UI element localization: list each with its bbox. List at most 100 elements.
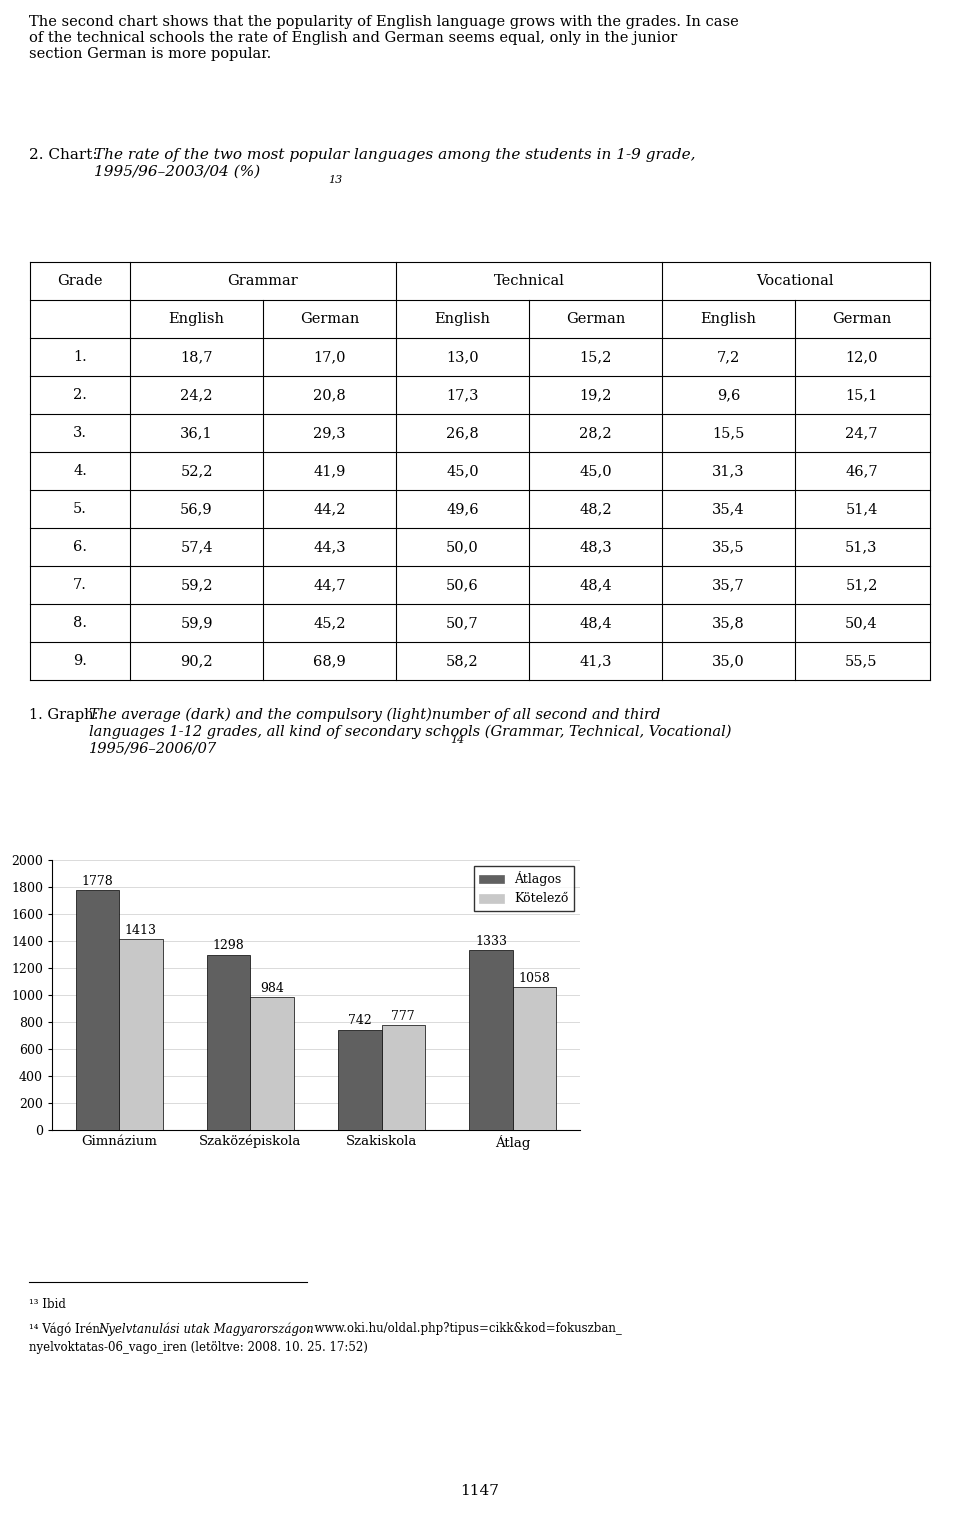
Text: 26,8: 26,8: [446, 427, 479, 440]
Text: German: German: [300, 313, 359, 326]
Text: 3.: 3.: [73, 427, 87, 440]
Text: 52,2: 52,2: [180, 465, 213, 478]
Text: 51,4: 51,4: [846, 502, 877, 516]
Text: 35,5: 35,5: [712, 540, 745, 554]
Text: 5.: 5.: [73, 502, 87, 516]
Text: 1778: 1778: [82, 874, 113, 888]
Text: 1333: 1333: [475, 935, 507, 947]
Text: 35,7: 35,7: [712, 578, 745, 592]
Bar: [251, 997, 294, 1129]
Text: Grade: Grade: [58, 275, 103, 288]
Text: 55,5: 55,5: [845, 654, 877, 668]
Text: 35,8: 35,8: [712, 616, 745, 630]
Text: The rate of the two most popular languages among the students in 1-9 grade,
1995: The rate of the two most popular languag…: [94, 147, 696, 178]
Text: 18,7: 18,7: [180, 351, 213, 364]
Text: The average (dark) and the compulsory (light)number of all second and third
lang: The average (dark) and the compulsory (l…: [89, 707, 732, 756]
Text: 41,3: 41,3: [579, 654, 612, 668]
Text: 1298: 1298: [213, 940, 245, 952]
Text: German: German: [565, 313, 625, 326]
Text: 19,2: 19,2: [579, 389, 612, 402]
Text: 44,2: 44,2: [313, 502, 346, 516]
Text: 777: 777: [392, 1009, 415, 1023]
Text: 24,7: 24,7: [845, 427, 877, 440]
Text: Nyelvtanulási utak Magyarországon: Nyelvtanulási utak Magyarországon: [98, 1322, 314, 1336]
Text: 9.: 9.: [73, 654, 87, 668]
Text: 36,1: 36,1: [180, 427, 213, 440]
Text: 51,2: 51,2: [846, 578, 877, 592]
Text: 1147: 1147: [461, 1485, 499, 1498]
Text: 15,2: 15,2: [579, 351, 612, 364]
Text: 44,7: 44,7: [313, 578, 346, 592]
Text: 48,4: 48,4: [579, 616, 612, 630]
Text: 49,6: 49,6: [446, 502, 479, 516]
Text: 9,6: 9,6: [717, 389, 740, 402]
Text: 59,9: 59,9: [180, 616, 213, 630]
Bar: [381, 1025, 425, 1129]
Bar: [513, 987, 556, 1129]
Text: 17,3: 17,3: [446, 389, 479, 402]
Text: 50,4: 50,4: [845, 616, 877, 630]
Text: 68,9: 68,9: [313, 654, 346, 668]
Text: 29,3: 29,3: [313, 427, 346, 440]
Text: English: English: [701, 313, 756, 326]
Text: 57,4: 57,4: [180, 540, 213, 554]
Text: 45,2: 45,2: [313, 616, 346, 630]
Text: 59,2: 59,2: [180, 578, 213, 592]
Text: 7,2: 7,2: [717, 351, 740, 364]
Bar: [76, 890, 119, 1129]
Text: 4.: 4.: [73, 465, 87, 478]
Text: 46,7: 46,7: [845, 465, 877, 478]
Legend: Átlagos, Kötelező: Átlagos, Kötelező: [474, 867, 574, 911]
Bar: [338, 1029, 381, 1129]
Text: 15,5: 15,5: [712, 427, 745, 440]
Text: 1. Graph:: 1. Graph:: [29, 707, 103, 723]
Text: The second chart shows that the popularity of English language grows with the gr: The second chart shows that the populari…: [29, 15, 738, 61]
Text: nyelvoktatas-06_vago_iren (letöltve: 2008. 10. 25. 17:52): nyelvoktatas-06_vago_iren (letöltve: 200…: [29, 1340, 368, 1354]
Text: 48,2: 48,2: [579, 502, 612, 516]
Text: 90,2: 90,2: [180, 654, 213, 668]
Text: 28,2: 28,2: [579, 427, 612, 440]
Text: Technical: Technical: [493, 275, 564, 288]
Text: 12,0: 12,0: [845, 351, 877, 364]
Text: 41,9: 41,9: [313, 465, 346, 478]
Text: 35,0: 35,0: [712, 654, 745, 668]
Text: 1413: 1413: [125, 924, 156, 937]
Text: 742: 742: [348, 1014, 372, 1028]
Text: Grammar: Grammar: [228, 275, 299, 288]
Text: 984: 984: [260, 982, 284, 994]
Text: 51,3: 51,3: [845, 540, 877, 554]
Text: 1.: 1.: [73, 351, 86, 364]
Text: 50,0: 50,0: [446, 540, 479, 554]
Text: 45,0: 45,0: [446, 465, 479, 478]
Text: 50,7: 50,7: [446, 616, 479, 630]
Text: 17,0: 17,0: [313, 351, 346, 364]
Text: 13,0: 13,0: [446, 351, 479, 364]
Text: English: English: [169, 313, 225, 326]
Text: 24,2: 24,2: [180, 389, 213, 402]
Text: 15,1: 15,1: [846, 389, 877, 402]
Text: 50,6: 50,6: [446, 578, 479, 592]
Text: 2. Chart:: 2. Chart:: [29, 147, 103, 162]
Bar: [469, 950, 513, 1129]
Text: . www.oki.hu/oldal.php?tipus=cikk&kod=fokuszban_: . www.oki.hu/oldal.php?tipus=cikk&kod=fo…: [307, 1322, 622, 1334]
Text: 1058: 1058: [518, 972, 550, 985]
Text: 31,3: 31,3: [712, 465, 745, 478]
Text: English: English: [435, 313, 491, 326]
Text: 7.: 7.: [73, 578, 87, 592]
Text: Vocational: Vocational: [756, 275, 833, 288]
Text: 48,3: 48,3: [579, 540, 612, 554]
Text: 8.: 8.: [73, 616, 87, 630]
Text: 2.: 2.: [73, 389, 87, 402]
Text: ¹³ Ibid: ¹³ Ibid: [29, 1298, 65, 1312]
Text: 6.: 6.: [73, 540, 87, 554]
Text: 48,4: 48,4: [579, 578, 612, 592]
Text: 20,8: 20,8: [313, 389, 346, 402]
Text: 35,4: 35,4: [712, 502, 745, 516]
Text: 58,2: 58,2: [446, 654, 479, 668]
Text: 14: 14: [450, 735, 465, 745]
Text: German: German: [831, 313, 891, 326]
Bar: [207, 955, 251, 1129]
Text: 56,9: 56,9: [180, 502, 213, 516]
Text: 44,3: 44,3: [313, 540, 346, 554]
Text: ¹⁴ Vágó Irén:: ¹⁴ Vágó Irén:: [29, 1322, 108, 1336]
